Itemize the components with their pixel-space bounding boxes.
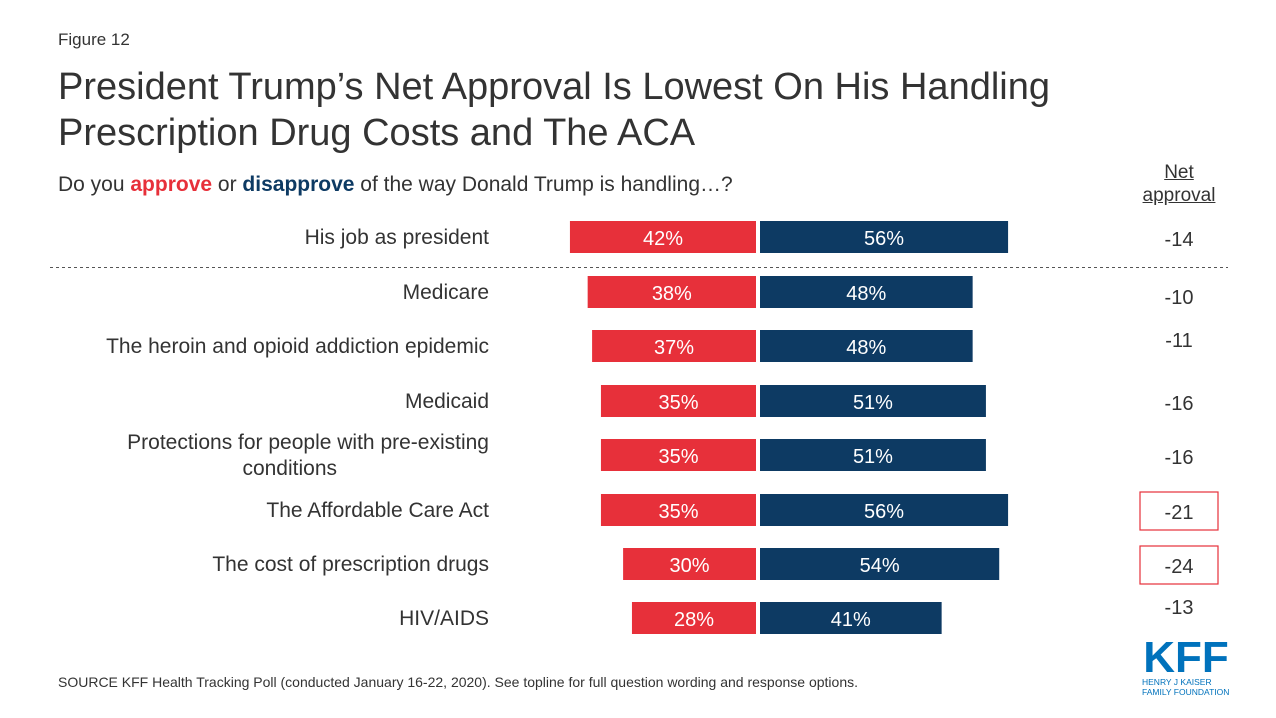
disapprove-bar [760, 439, 986, 471]
subtitle-middle: or [212, 173, 243, 196]
category-label: Medicaid [405, 390, 489, 413]
approve-bar [631, 602, 756, 634]
disapprove-data-label: 48% [846, 283, 886, 305]
net-approval-value: -21 [1165, 502, 1194, 524]
net-approval-value: -16 [1165, 447, 1194, 469]
disapprove-bar [760, 276, 973, 308]
approve-bar [600, 439, 756, 471]
net-approval-value: -10 [1165, 287, 1194, 309]
subtitle-prefix: Do you [58, 173, 131, 196]
approve-bar [600, 494, 756, 526]
disapprove-data-label: 51% [853, 446, 893, 468]
approve-bar [587, 276, 756, 308]
category-label: Protections for people with pre-existing… [127, 431, 489, 480]
kff-logo-line1: HENRY J KAISER [1142, 677, 1212, 687]
approve-data-label: 35% [658, 392, 698, 414]
approve-data-label: 35% [658, 446, 698, 468]
disapprove-data-label: 56% [864, 228, 904, 250]
disapprove-data-label: 56% [864, 501, 904, 523]
net-approval-value: -24 [1165, 556, 1194, 578]
chart-title: President Trump’s Net Approval Is Lowest… [58, 66, 1050, 154]
approve-bar [592, 330, 756, 362]
net-highlight-box [1139, 491, 1219, 531]
subtitle-disapprove: disapprove [242, 173, 355, 196]
net-approval-value: -14 [1165, 229, 1194, 251]
net-approval-value: -13 [1165, 597, 1194, 619]
category-label: HIV/AIDS [399, 607, 489, 630]
category-label: Medicare [403, 281, 489, 304]
source-note: SOURCE KFF Health Tracking Poll (conduct… [58, 674, 858, 690]
approve-bar [623, 548, 756, 580]
disapprove-bar [760, 330, 973, 362]
net-approval-header: Net approval [1142, 162, 1216, 206]
category-label: The Affordable Care Act [266, 499, 489, 522]
category-label: The heroin and opioid addiction epidemic [106, 335, 489, 358]
approve-data-label: 37% [654, 337, 694, 359]
net-approval-value: -16 [1165, 393, 1194, 415]
disapprove-bar [760, 602, 942, 634]
figure-label: Figure 12 [58, 30, 130, 49]
disapprove-bar [760, 548, 1000, 580]
subtitle-approve: approve [130, 173, 213, 196]
subtitle-suffix: of the way Donald Trump is handling…? [354, 173, 733, 196]
net-highlight-box [1139, 545, 1219, 585]
kff-logo-mark: KFF [1143, 633, 1229, 682]
disapprove-bar [760, 385, 986, 417]
approve-data-label: 35% [658, 501, 698, 523]
kff-logo-line2: FAMILY FOUNDATION [1142, 687, 1229, 697]
approve-data-label: 28% [674, 609, 714, 631]
disapprove-data-label: 48% [846, 337, 886, 359]
disapprove-bar [760, 221, 1009, 253]
disapprove-data-label: 51% [853, 392, 893, 414]
net-approval-value: -11 [1165, 330, 1192, 352]
chart-subtitle: Do you approve or disapprove of the way … [58, 173, 733, 197]
approve-data-label: 38% [652, 283, 692, 305]
approve-data-label: 30% [670, 555, 710, 577]
approve-bar [600, 385, 756, 417]
approve-bar [569, 221, 756, 253]
disapprove-bar [760, 494, 1009, 526]
kff-logo: KFF HENRY J KAISER FAMILY FOUNDATION [1138, 632, 1234, 698]
category-label: The cost of prescription drugs [212, 553, 489, 576]
category-label: His job as president [305, 226, 490, 249]
approve-data-label: 42% [643, 228, 683, 250]
disapprove-data-label: 54% [860, 555, 900, 577]
disapprove-data-label: 41% [831, 609, 871, 631]
